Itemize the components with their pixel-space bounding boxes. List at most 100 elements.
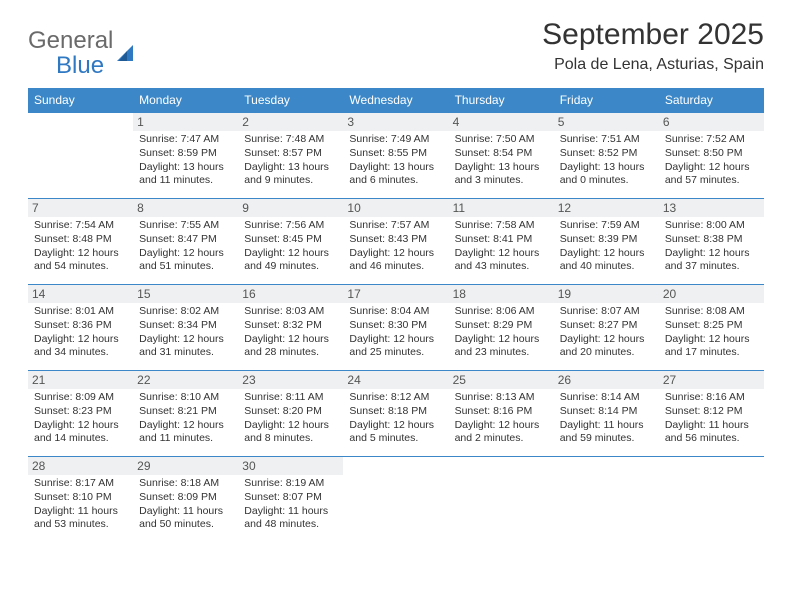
sunrise-text: Sunrise: 7:55 AM xyxy=(139,219,232,233)
sunset-text: Sunset: 8:14 PM xyxy=(560,405,653,419)
sunrise-text: Sunrise: 8:09 AM xyxy=(34,391,127,405)
day-details: Sunrise: 8:07 AMSunset: 8:27 PMDaylight:… xyxy=(560,305,653,360)
day-details: Sunrise: 7:58 AMSunset: 8:41 PMDaylight:… xyxy=(455,219,548,274)
sunset-text: Sunset: 8:29 PM xyxy=(455,319,548,333)
day-details: Sunrise: 7:54 AMSunset: 8:48 PMDaylight:… xyxy=(34,219,127,274)
calendar-week-row: 7Sunrise: 7:54 AMSunset: 8:48 PMDaylight… xyxy=(28,199,764,285)
daylight-text: Daylight: 12 hours and 2 minutes. xyxy=(455,419,548,446)
day-number: 15 xyxy=(133,285,238,303)
day-number: 27 xyxy=(659,371,764,389)
calendar-header-row: SundayMondayTuesdayWednesdayThursdayFrid… xyxy=(28,88,764,113)
calendar-day-cell: 8Sunrise: 7:55 AMSunset: 8:47 PMDaylight… xyxy=(133,199,238,285)
sunset-text: Sunset: 8:39 PM xyxy=(560,233,653,247)
sunset-text: Sunset: 8:47 PM xyxy=(139,233,232,247)
daylight-text: Daylight: 12 hours and 46 minutes. xyxy=(349,247,442,274)
daylight-text: Daylight: 12 hours and 37 minutes. xyxy=(665,247,758,274)
day-details: Sunrise: 7:59 AMSunset: 8:39 PMDaylight:… xyxy=(560,219,653,274)
brand-logo: General Blue xyxy=(28,18,139,78)
sunset-text: Sunset: 8:10 PM xyxy=(34,491,127,505)
sunset-text: Sunset: 8:30 PM xyxy=(349,319,442,333)
weekday-header: Monday xyxy=(133,88,238,113)
sunset-text: Sunset: 8:32 PM xyxy=(244,319,337,333)
calendar-empty-cell xyxy=(554,457,659,543)
daylight-text: Daylight: 11 hours and 48 minutes. xyxy=(244,505,337,532)
sunset-text: Sunset: 8:25 PM xyxy=(665,319,758,333)
day-number: 11 xyxy=(449,199,554,217)
sunset-text: Sunset: 8:27 PM xyxy=(560,319,653,333)
sunrise-text: Sunrise: 7:50 AM xyxy=(455,133,548,147)
brand-word-2: Blue xyxy=(28,53,113,78)
day-number: 9 xyxy=(238,199,343,217)
header-block: General Blue September 2025 Pola de Lena… xyxy=(28,18,764,78)
calendar-day-cell: 30Sunrise: 8:19 AMSunset: 8:07 PMDayligh… xyxy=(238,457,343,543)
sunrise-text: Sunrise: 8:07 AM xyxy=(560,305,653,319)
sunset-text: Sunset: 8:16 PM xyxy=(455,405,548,419)
sunrise-text: Sunrise: 8:03 AM xyxy=(244,305,337,319)
day-details: Sunrise: 7:56 AMSunset: 8:45 PMDaylight:… xyxy=(244,219,337,274)
day-number: 18 xyxy=(449,285,554,303)
day-details: Sunrise: 7:47 AMSunset: 8:59 PMDaylight:… xyxy=(139,133,232,188)
day-number: 26 xyxy=(554,371,659,389)
sunset-text: Sunset: 8:59 PM xyxy=(139,147,232,161)
day-details: Sunrise: 8:10 AMSunset: 8:21 PMDaylight:… xyxy=(139,391,232,446)
day-details: Sunrise: 8:03 AMSunset: 8:32 PMDaylight:… xyxy=(244,305,337,360)
day-number: 13 xyxy=(659,199,764,217)
day-details: Sunrise: 7:49 AMSunset: 8:55 PMDaylight:… xyxy=(349,133,442,188)
calendar-day-cell: 7 Sunrise: 7:54 AMSunset: 8:48 PMDaylight… xyxy=(28,199,133,285)
calendar-empty-cell xyxy=(449,457,554,543)
day-details: Sunrise: 8:04 AMSunset: 8:30 PMDaylight:… xyxy=(349,305,442,360)
calendar-day-cell: 11 Sunrise: 7:58 AMSunset: 8:41 PMDayligh… xyxy=(449,199,554,285)
daylight-text: Daylight: 13 hours and 6 minutes. xyxy=(349,161,442,188)
sunrise-text: Sunrise: 8:16 AM xyxy=(665,391,758,405)
sunrise-text: Sunrise: 7:51 AM xyxy=(560,133,653,147)
day-details: Sunrise: 7:50 AMSunset: 8:54 PMDaylight:… xyxy=(455,133,548,188)
day-details: Sunrise: 8:06 AMSunset: 8:29 PMDaylight:… xyxy=(455,305,548,360)
daylight-text: Daylight: 12 hours and 34 minutes. xyxy=(34,333,127,360)
month-title: September 2025 xyxy=(542,18,764,52)
sunrise-text: Sunrise: 8:19 AM xyxy=(244,477,337,491)
sunset-text: Sunset: 8:34 PM xyxy=(139,319,232,333)
sunrise-text: Sunrise: 7:58 AM xyxy=(455,219,548,233)
day-details: Sunrise: 8:00 AMSunset: 8:38 PMDaylight:… xyxy=(665,219,758,274)
weekday-header: Thursday xyxy=(449,88,554,113)
day-number: 7 xyxy=(28,199,133,217)
title-block: September 2025 Pola de Lena, Asturias, S… xyxy=(542,18,764,74)
sunset-text: Sunset: 8:45 PM xyxy=(244,233,337,247)
day-number: 22 xyxy=(133,371,238,389)
daylight-text: Daylight: 13 hours and 9 minutes. xyxy=(244,161,337,188)
day-number: 5 xyxy=(554,113,659,131)
sunset-text: Sunset: 8:20 PM xyxy=(244,405,337,419)
daylight-text: Daylight: 12 hours and 28 minutes. xyxy=(244,333,337,360)
day-number: 28 xyxy=(28,457,133,475)
day-number: 2 xyxy=(238,113,343,131)
calendar-empty-cell xyxy=(659,457,764,543)
sunset-text: Sunset: 8:38 PM xyxy=(665,233,758,247)
calendar-day-cell: 14Sunrise: 8:01 AMSunset: 8:36 PMDayligh… xyxy=(28,285,133,371)
sunrise-text: Sunrise: 8:00 AM xyxy=(665,219,758,233)
daylight-text: Daylight: 12 hours and 40 minutes. xyxy=(560,247,653,274)
calendar-day-cell: 28Sunrise: 8:17 AMSunset: 8:10 PMDayligh… xyxy=(28,457,133,543)
sail-icon xyxy=(115,43,139,63)
sunrise-text: Sunrise: 8:14 AM xyxy=(560,391,653,405)
sunset-text: Sunset: 8:55 PM xyxy=(349,147,442,161)
calendar-day-cell: 2Sunrise: 7:48 AMSunset: 8:57 PMDaylight… xyxy=(238,113,343,199)
day-details: Sunrise: 8:08 AMSunset: 8:25 PMDaylight:… xyxy=(665,305,758,360)
sunrise-text: Sunrise: 8:01 AM xyxy=(34,305,127,319)
sunset-text: Sunset: 8:43 PM xyxy=(349,233,442,247)
daylight-text: Daylight: 13 hours and 11 minutes. xyxy=(139,161,232,188)
sunset-text: Sunset: 8:48 PM xyxy=(34,233,127,247)
calendar-day-cell: 19Sunrise: 8:07 AMSunset: 8:27 PMDayligh… xyxy=(554,285,659,371)
daylight-text: Daylight: 11 hours and 53 minutes. xyxy=(34,505,127,532)
sunset-text: Sunset: 8:57 PM xyxy=(244,147,337,161)
weekday-header: Tuesday xyxy=(238,88,343,113)
daylight-text: Daylight: 12 hours and 17 minutes. xyxy=(665,333,758,360)
calendar-table: SundayMondayTuesdayWednesdayThursdayFrid… xyxy=(28,88,764,543)
sunrise-text: Sunrise: 7:54 AM xyxy=(34,219,127,233)
daylight-text: Daylight: 12 hours and 5 minutes. xyxy=(349,419,442,446)
calendar-day-cell: 12Sunrise: 7:59 AMSunset: 8:39 PMDayligh… xyxy=(554,199,659,285)
daylight-text: Daylight: 12 hours and 25 minutes. xyxy=(349,333,442,360)
sunrise-text: Sunrise: 7:56 AM xyxy=(244,219,337,233)
sunrise-text: Sunrise: 8:06 AM xyxy=(455,305,548,319)
day-details: Sunrise: 7:57 AMSunset: 8:43 PMDaylight:… xyxy=(349,219,442,274)
day-number: 16 xyxy=(238,285,343,303)
